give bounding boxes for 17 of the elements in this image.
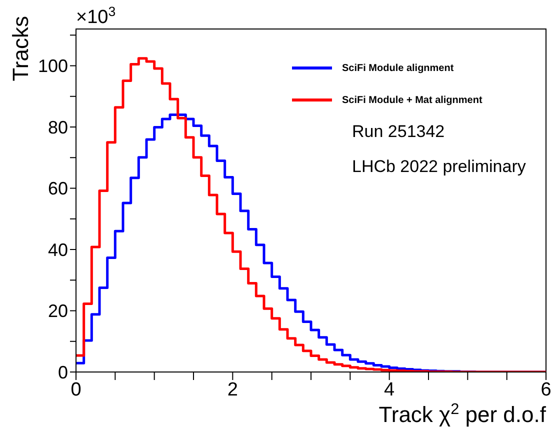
annotation: LHCb 2022 preliminary bbox=[352, 157, 526, 176]
y-tick-label: 100 bbox=[38, 56, 68, 76]
y-axis-title: Tracks bbox=[8, 16, 33, 82]
annotation: Run 251342 bbox=[352, 122, 445, 141]
y-tick-label: 60 bbox=[48, 178, 68, 199]
y-tick-label: 20 bbox=[48, 301, 68, 322]
legend-label: SciFi Module + Mat alignment bbox=[342, 94, 482, 106]
x-tick-label: 0 bbox=[70, 379, 82, 400]
y-tick-label: 0 bbox=[58, 362, 68, 382]
x-axis-title: Track χ$^{2}$ per d.o.f bbox=[378, 400, 547, 427]
y-tick-label: 40 bbox=[48, 240, 68, 260]
legend-label: SciFi Module alignment bbox=[342, 62, 454, 74]
x-tick-label: 4 bbox=[384, 379, 396, 400]
x-tick-label: 2 bbox=[227, 379, 238, 400]
x-tick-label: 6 bbox=[540, 379, 552, 400]
y-tick-label: 80 bbox=[48, 117, 68, 138]
text: ×10$^{3}$ bbox=[76, 4, 116, 28]
